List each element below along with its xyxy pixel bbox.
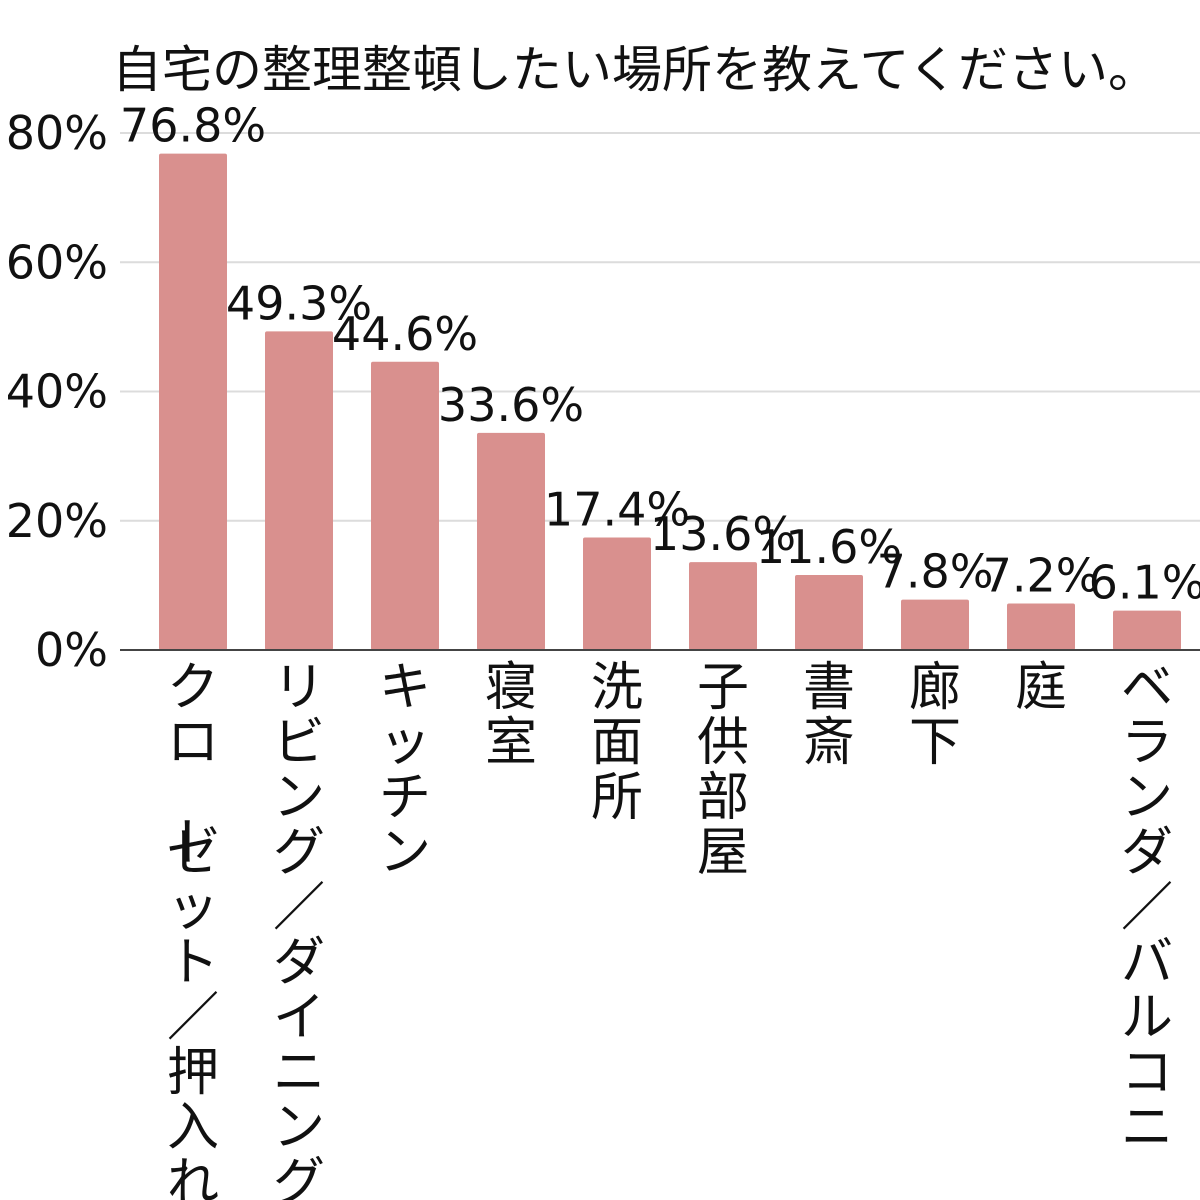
data-label: 76.8% xyxy=(120,99,266,153)
category-label: クローゼット／押入れ xyxy=(154,658,219,1200)
data-label: 6.1% xyxy=(1089,556,1200,610)
data-label: 13.6% xyxy=(650,507,796,561)
bar xyxy=(795,575,863,650)
category-label: キッチン xyxy=(379,658,431,883)
y-tick-label: 60% xyxy=(6,235,108,289)
bar xyxy=(689,562,757,650)
category-label: リビング／ダイニング xyxy=(273,658,325,1200)
chart-title: 自宅の整理整頓したい場所を教えてください。 xyxy=(112,41,1158,99)
bar xyxy=(1113,610,1181,650)
bar xyxy=(1007,603,1075,650)
category-label: 寝室 xyxy=(485,658,537,773)
data-label: 44.6% xyxy=(332,307,478,361)
bar xyxy=(901,599,969,650)
data-label: 17.4% xyxy=(544,483,690,537)
category-label: ベランダ／バルコニー xyxy=(1108,658,1173,1200)
bar xyxy=(159,153,227,650)
bar xyxy=(477,432,545,650)
y-tick-label: 40% xyxy=(6,365,108,419)
category-label: 廊下 xyxy=(909,658,961,773)
data-label: 7.8% xyxy=(877,545,994,599)
bar xyxy=(371,361,439,650)
data-label: 11.6% xyxy=(756,520,902,574)
y-tick-label: 80% xyxy=(6,106,108,160)
bar xyxy=(583,537,651,650)
data-label: 49.3% xyxy=(226,276,372,330)
category-label: 子供部屋 xyxy=(697,658,749,883)
y-tick-label: 0% xyxy=(35,623,108,677)
category-label: 庭 xyxy=(1015,658,1067,718)
data-label: 7.2% xyxy=(983,548,1100,602)
data-label: 33.6% xyxy=(438,378,584,432)
category-label: 書斎 xyxy=(803,658,855,773)
category-label: 洗面所 xyxy=(591,658,643,828)
bar xyxy=(265,331,333,650)
y-tick-label: 20% xyxy=(6,494,108,548)
